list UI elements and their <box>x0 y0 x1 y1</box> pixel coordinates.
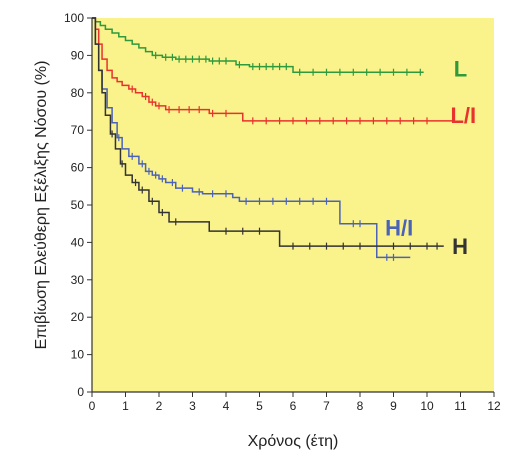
series-label-h-i: H/I <box>385 215 413 240</box>
y-tick-label: 30 <box>71 273 85 287</box>
series-line-h-i <box>92 17 411 259</box>
series-label-l: L <box>454 56 467 81</box>
y-tick-label: 90 <box>71 48 85 62</box>
x-tick-label: 4 <box>223 399 230 413</box>
series-line-l-i <box>92 17 454 122</box>
series-l-i <box>92 17 454 125</box>
series-line-h <box>92 17 444 247</box>
x-tick-label: 6 <box>290 399 297 413</box>
series-label-h: H <box>452 234 468 259</box>
series-l <box>92 17 424 76</box>
x-tick-label: 11 <box>454 399 467 413</box>
x-tick-label: 10 <box>420 399 434 413</box>
y-tick-label: 80 <box>71 86 85 100</box>
y-axis-title: Επιβίωση Ελεύθερη Εξέλιξης Νόσου (%) <box>33 61 50 350</box>
x-tick-label: 1 <box>122 399 129 413</box>
series-labels: L L/I H/I H <box>385 56 476 259</box>
y-tick-label: 20 <box>71 310 85 324</box>
x-tick-label: 5 <box>256 399 263 413</box>
x-tick-label: 7 <box>323 399 330 413</box>
series-h <box>92 17 444 250</box>
x-tick-label: 8 <box>357 399 364 413</box>
series-line-l <box>92 17 424 73</box>
y-tick-label: 0 <box>77 385 84 399</box>
y-tick-label: 60 <box>71 161 85 175</box>
series-label-l-i: L/I <box>450 103 476 128</box>
x-tick-label: 9 <box>390 399 397 413</box>
y-tick-label: 50 <box>71 198 85 212</box>
x-axis-title: Χρόνος (έτη) <box>248 433 339 450</box>
y-tick-label: 10 <box>71 348 85 362</box>
x-tick-label: 12 <box>487 399 501 413</box>
plot-area <box>92 18 494 392</box>
y-tick-label: 40 <box>71 235 85 249</box>
y-tick-label: 70 <box>71 123 85 137</box>
y-tick-label: 100 <box>64 11 84 25</box>
x-tick-label: 3 <box>189 399 196 413</box>
series-h-i <box>92 17 411 261</box>
x-tick-label: 0 <box>89 399 96 413</box>
series-layer <box>92 17 454 261</box>
x-tick-label: 2 <box>156 399 163 413</box>
